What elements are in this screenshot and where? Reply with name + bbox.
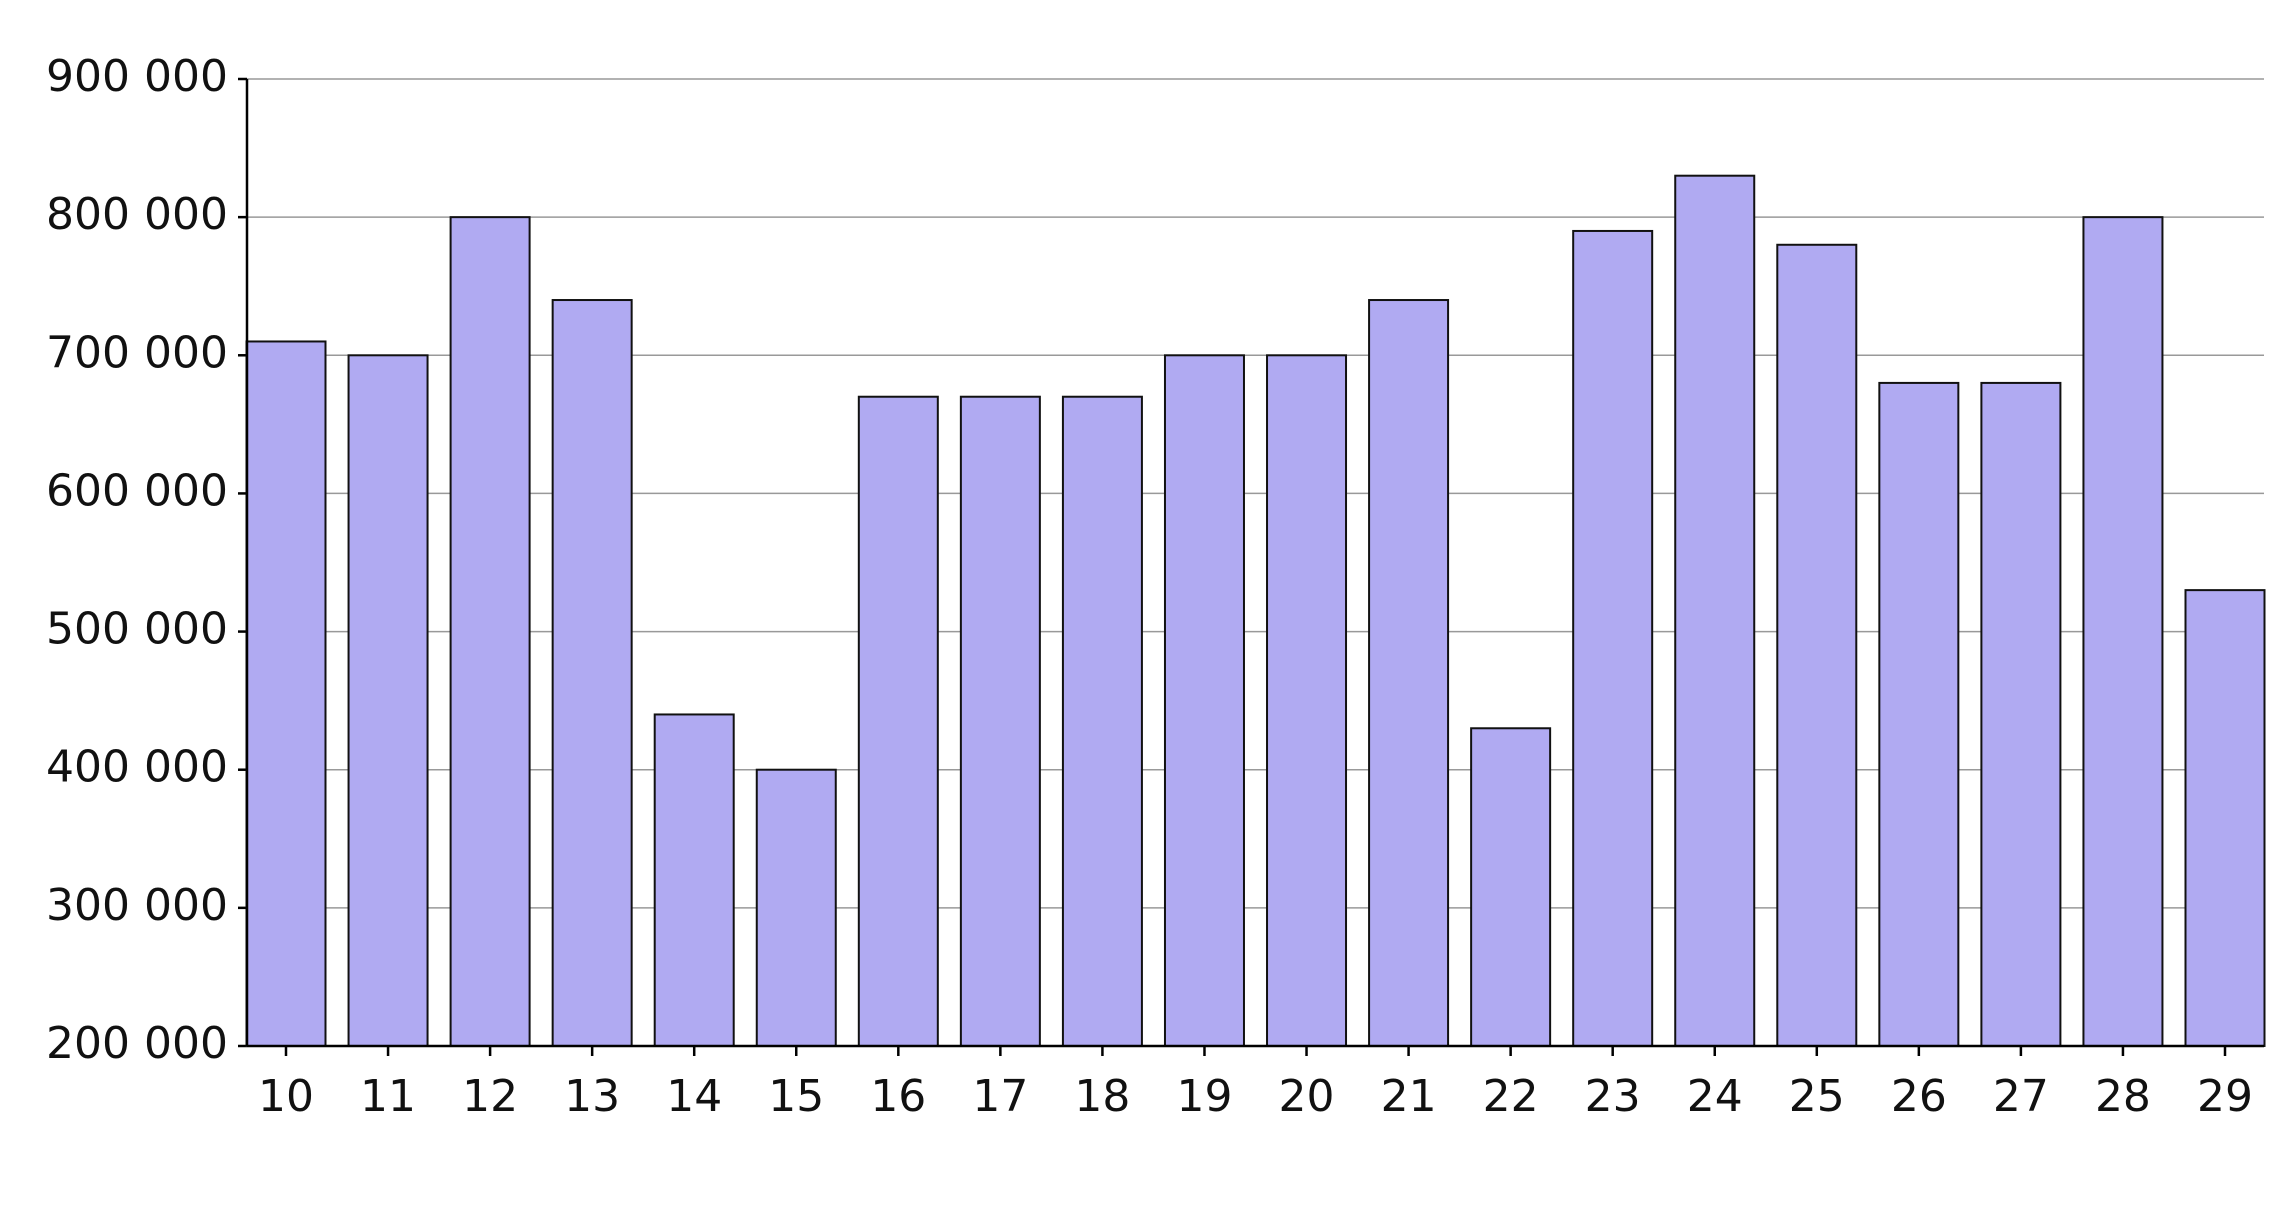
bar xyxy=(1163,354,1245,1047)
x-tick-label: 20 xyxy=(1279,1071,1335,1122)
bar xyxy=(551,299,633,1047)
x-tick-label: 25 xyxy=(1789,1071,1845,1122)
bar xyxy=(1980,381,2062,1047)
y-tick-label: 600 000 xyxy=(46,465,228,516)
bar xyxy=(857,395,939,1047)
bar xyxy=(1878,381,1960,1047)
bar xyxy=(1470,727,1552,1047)
x-tick-label: 17 xyxy=(972,1071,1028,1122)
x-tick-label: 19 xyxy=(1176,1071,1232,1122)
bar xyxy=(1266,354,1348,1047)
bar xyxy=(1674,174,1756,1047)
bar xyxy=(959,395,1041,1047)
x-tick-label: 14 xyxy=(666,1071,722,1122)
x-tick-label: 11 xyxy=(360,1071,416,1122)
x-tick-label: 12 xyxy=(462,1071,518,1122)
bar xyxy=(245,340,327,1047)
bar xyxy=(1061,395,1143,1047)
y-tick-label: 700 000 xyxy=(46,327,228,378)
x-tick-label: 18 xyxy=(1074,1071,1130,1122)
y-tick-label: 800 000 xyxy=(46,189,228,240)
x-tick-label: 10 xyxy=(258,1071,314,1122)
x-tick-label: 13 xyxy=(564,1071,620,1122)
x-tick-label: 23 xyxy=(1585,1071,1641,1122)
y-tick-label: 300 000 xyxy=(46,880,228,931)
bar xyxy=(1572,229,1654,1047)
x-tick-label: 26 xyxy=(1891,1071,1947,1122)
bar xyxy=(653,713,735,1047)
bar xyxy=(2184,589,2266,1048)
bar xyxy=(449,216,531,1047)
x-tick-label: 15 xyxy=(768,1071,824,1122)
x-tick-label: 29 xyxy=(2197,1071,2253,1122)
y-tick-label: 500 000 xyxy=(46,604,228,655)
y-tick-label: 400 000 xyxy=(46,742,228,793)
bar xyxy=(2082,216,2164,1047)
x-tick-label: 27 xyxy=(1993,1071,2049,1122)
y-tick-label: 900 000 xyxy=(46,51,228,102)
x-tick-label: 21 xyxy=(1381,1071,1437,1122)
x-tick-label: 24 xyxy=(1687,1071,1743,1122)
bar xyxy=(1368,299,1450,1047)
x-tick-label: 16 xyxy=(870,1071,926,1122)
bar xyxy=(1776,243,1858,1047)
bar xyxy=(347,354,429,1047)
x-tick-label: 28 xyxy=(2095,1071,2151,1122)
x-tick-label: 22 xyxy=(1483,1071,1539,1122)
bar xyxy=(755,768,837,1047)
y-tick-label: 200 000 xyxy=(46,1018,228,1069)
